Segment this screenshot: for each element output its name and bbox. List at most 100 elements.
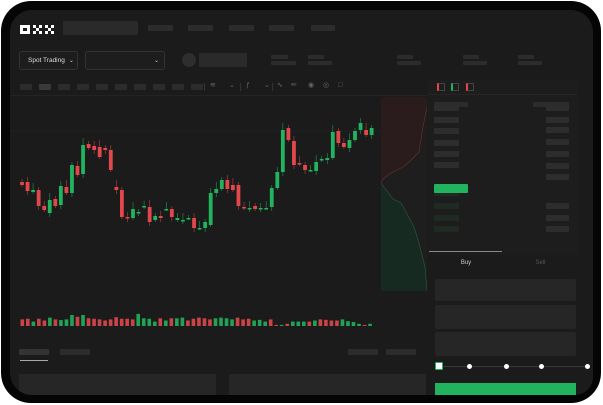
candle-body [103, 148, 108, 150]
okx-logo[interactable] [20, 22, 58, 34]
candle-body [136, 212, 141, 214]
timeframe-button[interactable] [134, 84, 146, 90]
amount-slider-handle[interactable] [435, 362, 443, 370]
candle-body [336, 131, 341, 143]
amount-cell [546, 105, 569, 111]
nav-item[interactable] [229, 25, 254, 31]
timeframe-button[interactable] [77, 84, 89, 90]
volume-bar [119, 318, 124, 326]
orders-panel-right [229, 374, 426, 395]
volume-bar [81, 315, 85, 326]
line-tool-icon[interactable]: ∿ [277, 82, 283, 89]
orderbook-bids-icon[interactable] [451, 83, 459, 91]
nav-item[interactable] [269, 25, 294, 31]
volume-bar [70, 315, 74, 326]
filter-button[interactable] [348, 349, 378, 355]
candlestick-chart[interactable] [10, 96, 427, 336]
volume-bar [296, 321, 301, 326]
bid-price-cell[interactable] [434, 226, 459, 232]
candle-body [208, 193, 213, 225]
volume-bar [257, 319, 262, 326]
candle-body [225, 180, 230, 189]
volume-bar [26, 318, 30, 326]
timeframe-button[interactable] [191, 84, 203, 90]
candle-body [75, 166, 80, 175]
ask-price-cell[interactable] [434, 162, 459, 168]
candle-body [125, 217, 130, 219]
amount-cell [546, 127, 569, 133]
camera-icon[interactable]: ◉ [308, 82, 315, 89]
volume-bar [186, 320, 190, 326]
candle-body [219, 180, 224, 189]
depth-asks-line [381, 106, 427, 184]
ask-price-cell[interactable] [434, 117, 459, 123]
candle-body [169, 209, 174, 217]
ask-price-cell[interactable] [434, 128, 459, 134]
total-input[interactable] [435, 332, 576, 356]
chevron-down-icon[interactable]: ⌄ [264, 82, 270, 89]
slider-mark-100[interactable] [585, 364, 590, 369]
draw-icon[interactable]: ✏ [291, 82, 297, 89]
settings-icon[interactable]: ◎ [323, 82, 330, 89]
tab-order-history[interactable] [60, 349, 90, 355]
slider-mark-75[interactable] [539, 364, 544, 369]
chevron-down-icon[interactable]: ⌄ [229, 82, 235, 89]
orderbook-last-price[interactable] [434, 184, 468, 193]
nav-item[interactable] [188, 25, 213, 31]
volume-bar [180, 317, 185, 326]
bid-price-cell[interactable] [434, 190, 459, 196]
volume-bar [141, 318, 146, 326]
volume-bar [241, 319, 245, 326]
timeframe-button[interactable] [172, 84, 184, 90]
volume-bar [164, 320, 168, 326]
amount-slider-track[interactable] [439, 366, 589, 367]
indicator-icon[interactable]: ƒ [246, 82, 250, 89]
volume-bar [362, 324, 367, 326]
bid-price-cell[interactable] [434, 215, 459, 221]
ask-price-cell[interactable] [434, 151, 459, 157]
slider-mark-50[interactable] [504, 364, 509, 369]
orderbook-asks-icon[interactable] [466, 83, 474, 91]
candle-type-icon[interactable]: ≋ [210, 82, 216, 89]
ask-price-cell[interactable] [434, 140, 459, 146]
timeframe-button[interactable] [96, 84, 108, 90]
timeframe-button[interactable] [115, 84, 127, 90]
volume-bar [208, 319, 212, 326]
tab-open-orders[interactable] [19, 349, 49, 355]
volume-bar [97, 319, 102, 326]
buy-button[interactable] [435, 383, 576, 395]
bid-price-cell[interactable] [434, 203, 459, 209]
volume-bar [213, 318, 218, 326]
candle-body [70, 165, 74, 193]
fullscreen-icon[interactable]: □ [338, 82, 343, 89]
candle-body [47, 200, 52, 213]
timeframe-button[interactable] [39, 84, 51, 90]
orderbook-header-price [434, 102, 468, 107]
tab-sell[interactable]: Sell [535, 260, 546, 266]
volume-bar [340, 319, 345, 326]
search-box[interactable] [63, 21, 138, 35]
orderbook-both-icon[interactable] [437, 83, 445, 91]
ask-price-cell[interactable] [434, 105, 459, 111]
filter-button[interactable] [386, 349, 416, 355]
tab-buy[interactable]: Buy [460, 260, 472, 266]
nav-item[interactable] [311, 25, 335, 31]
stat-label [271, 55, 288, 59]
trade-tab-underline [429, 251, 502, 252]
market-select[interactable]: Spot Trading ⌄ [19, 51, 78, 70]
pair-select[interactable]: ⌄ [85, 51, 165, 70]
timeframe-button[interactable] [58, 84, 70, 90]
tab-underline [20, 360, 48, 361]
timeframe-button[interactable] [153, 84, 165, 90]
volume-bar [279, 324, 284, 326]
slider-mark-25[interactable] [467, 364, 472, 369]
nav-item[interactable] [148, 25, 173, 31]
timeframe-button[interactable] [20, 84, 32, 90]
divider [272, 83, 273, 91]
candle-body [186, 218, 191, 220]
price-input[interactable] [435, 279, 576, 301]
candle-body [286, 128, 291, 140]
stat-value [271, 61, 296, 65]
candle-body [358, 123, 363, 130]
amount-input[interactable] [435, 305, 576, 329]
